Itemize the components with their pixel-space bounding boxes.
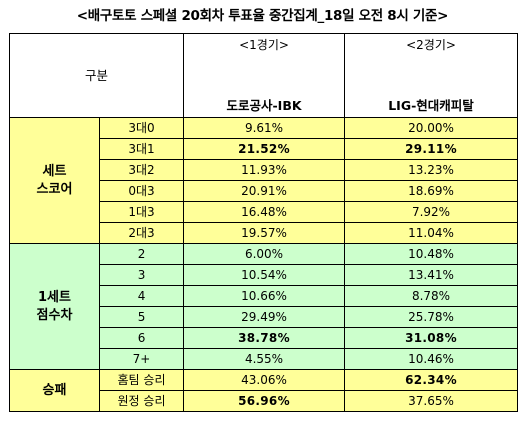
value-cell: 43.06% (183, 369, 346, 391)
value-cell: 25.78% (344, 306, 519, 328)
option-cell: 5 (98, 306, 185, 328)
table-row: 7+ 4.55% 10.46% (9, 348, 519, 370)
value-cell: 29.49% (183, 306, 346, 328)
option-cell: 홈팀 승리 (98, 369, 185, 391)
option-cell: 0대3 (98, 180, 185, 202)
set-score-group-label: 세트 스코어 (9, 117, 100, 244)
value-cell-top: 62.34% (344, 369, 519, 391)
option-cell: 3대2 (98, 159, 185, 181)
value-cell: 13.23% (344, 159, 519, 181)
value-cell: 10.54% (183, 264, 346, 286)
value-cell: 10.46% (344, 348, 519, 370)
value-cell: 13.41% (344, 264, 519, 286)
set1-diff-group-label: 1세트 점수차 (9, 243, 100, 370)
group-label-line: 점수차 (36, 307, 73, 323)
option-cell: 2대3 (98, 222, 185, 244)
game2-header: <2경기> (344, 33, 519, 56)
game1-header: <1경기> (183, 33, 346, 56)
table-row: 5 29.49% 25.78% (9, 306, 519, 328)
group-label-line: 1세트 (38, 289, 71, 305)
value-cell-top: 56.96% (183, 390, 346, 412)
game1-team-header: 도로공사-IBK (183, 56, 346, 118)
value-cell: 8.78% (344, 285, 519, 307)
value-cell: 37.65% (344, 390, 519, 412)
option-cell: 6 (98, 327, 185, 349)
value-cell-top: 29.11% (344, 138, 519, 160)
value-cell: 19.57% (183, 222, 346, 244)
value-cell: 11.93% (183, 159, 346, 181)
option-cell: 원정 승리 (98, 390, 185, 412)
table-row: 원정 승리 56.96% 37.65% (9, 390, 519, 412)
value-cell: 20.91% (183, 180, 346, 202)
group-label-line: 스코어 (36, 181, 73, 197)
table-row: 승패 홈팀 승리 43.06% 62.34% (9, 369, 519, 412)
value-cell: 10.48% (344, 243, 519, 265)
table-row: 세트 스코어 3대0 9.61% 20.00% (9, 117, 519, 244)
value-cell: 7.92% (344, 201, 519, 223)
value-cell: 4.55% (183, 348, 346, 370)
game2-team-header: LIG-현대캐피탈 (344, 56, 519, 118)
win-loss-group-label: 승패 (9, 369, 100, 412)
table-row: 3대1 21.52% 29.11% (9, 138, 519, 160)
value-cell: 18.69% (344, 180, 519, 202)
option-cell: 7+ (98, 348, 185, 370)
value-cell: 11.04% (344, 222, 519, 244)
table-row: 0대3 20.91% 18.69% (9, 180, 519, 202)
category-header: 구분 (8, 33, 185, 118)
value-cell-top: 38.78% (183, 327, 346, 349)
table-row: 6 38.78% 31.08% (9, 327, 519, 349)
option-cell: 3 (98, 264, 185, 286)
option-cell: 3대0 (98, 117, 185, 139)
value-cell: 6.00% (183, 243, 346, 265)
group-label-line: 세트 (42, 163, 67, 179)
page-title: <배구토토 스페셜 20회차 투표율 중간집계_18일 오전 8시 기준> (76, 8, 449, 24)
option-cell: 2 (98, 243, 185, 265)
table-row: 1대3 16.48% 7.92% (9, 201, 519, 223)
value-cell-top: 31.08% (344, 327, 519, 349)
value-cell-top: 21.52% (183, 138, 346, 160)
value-cell: 16.48% (183, 201, 346, 223)
vote-rate-table: 구분 <1경기> <2경기> 도로공사-IBK LIG-현대캐피탈 세트 스코어… (8, 33, 519, 412)
value-cell: 10.66% (183, 285, 346, 307)
table-row: 1세트 점수차 2 6.00% 10.48% (9, 243, 519, 370)
option-cell: 1대3 (98, 201, 185, 223)
value-cell: 20.00% (344, 117, 519, 139)
option-cell: 4 (98, 285, 185, 307)
option-cell: 3대1 (98, 138, 185, 160)
value-cell: 9.61% (183, 117, 346, 139)
